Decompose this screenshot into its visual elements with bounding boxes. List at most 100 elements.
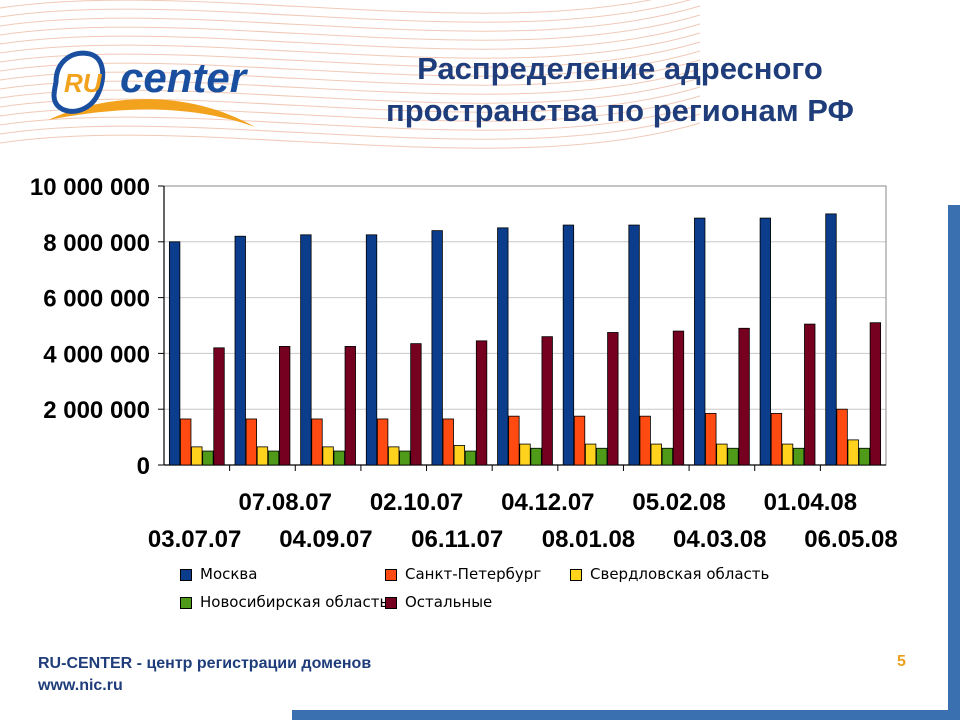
legend-item: Новосибирская область	[180, 593, 388, 611]
bar	[770, 412, 783, 466]
bar	[573, 415, 586, 466]
bar	[322, 446, 334, 466]
bar	[453, 445, 466, 466]
decorative-line	[0, 0, 691, 23]
bar	[639, 415, 651, 466]
bar	[584, 443, 597, 466]
legend-label: Санкт-Петербург	[405, 565, 542, 583]
x-tick-label: 04.03.08	[673, 526, 766, 553]
logo-center-text: center	[120, 54, 249, 101]
legend-item: Санкт-Петербург	[385, 565, 541, 583]
bar	[180, 418, 192, 466]
decorative-line	[0, 5, 701, 32]
decorative-line	[0, 32, 701, 59]
bar	[804, 323, 816, 466]
ru-center-logo: RU center	[48, 50, 255, 127]
bar	[519, 443, 531, 466]
bar	[607, 332, 619, 466]
bar	[825, 213, 837, 466]
bar	[442, 418, 454, 466]
y-tick-label: 4 000 000	[43, 341, 150, 368]
decorative-line	[0, 23, 701, 50]
bar	[596, 447, 608, 466]
bar	[672, 330, 685, 466]
title-line-2: пространства по регионам РФ	[385, 93, 855, 128]
legend-label: Свердловская область	[590, 565, 770, 583]
decorative-line	[0, 113, 701, 140]
bar	[365, 234, 378, 466]
bar	[267, 450, 280, 466]
bar	[376, 418, 389, 466]
bar	[464, 450, 477, 466]
legend-label: Новосибирская область	[200, 593, 389, 611]
y-tick-label: 0	[137, 453, 150, 480]
bar	[508, 415, 520, 466]
bar	[716, 443, 728, 466]
slide-title: Распределение адресного пространства по …	[300, 48, 940, 132]
bar	[213, 347, 225, 466]
logo-ru-text: RU	[64, 68, 103, 98]
bar	[705, 412, 717, 466]
bar	[562, 224, 575, 466]
page-number: 5	[897, 653, 906, 670]
footer: RU-CENTER - центр регистрации доменов ww…	[38, 653, 371, 697]
decorative-line	[0, 0, 653, 14]
bar	[311, 418, 323, 466]
legend-item: Свердловская область	[570, 565, 769, 583]
title-line-1: Распределение адресного	[417, 51, 823, 86]
bar	[279, 346, 291, 466]
legend-item: Остальные	[385, 593, 492, 611]
bar	[475, 340, 488, 466]
footer-company: RU-CENTER - центр регистрации доменов	[38, 655, 372, 672]
chart-panel: 0 2 000 000 4 000 000 6 000 000 8 000 000 10 …	[24, 150, 944, 640]
bar-chart: 0 2 000 000 4 000 000 6 000 000 8 000 000 10 …	[30, 174, 898, 553]
bar	[530, 447, 542, 466]
legend-swatch	[180, 596, 192, 609]
bar	[245, 418, 258, 466]
x-tick-label: 03.07.07	[148, 526, 241, 553]
bar	[202, 450, 214, 466]
bar	[847, 439, 859, 466]
y-tick-label: 6 000 000	[43, 286, 150, 313]
y-tick-label: 8 000 000	[43, 230, 150, 257]
legend-swatch	[385, 596, 397, 609]
x-tick-label: 02.10.07	[370, 489, 463, 516]
bar	[792, 447, 805, 466]
bar	[497, 227, 509, 466]
bar	[333, 450, 345, 466]
y-tick-label: 2 000 000	[43, 397, 150, 424]
frame-border-right	[948, 205, 960, 720]
x-tick-label: 04.12.07	[501, 489, 594, 516]
bar	[256, 446, 269, 466]
decorative-line	[0, 14, 701, 41]
legend-swatch	[570, 568, 582, 581]
bar	[191, 446, 203, 466]
bar	[628, 224, 640, 466]
y-tick-label: 10 000 000	[30, 174, 150, 201]
bar	[168, 241, 181, 466]
decorative-line	[0, 122, 701, 149]
bar	[541, 336, 553, 466]
x-tick-label: 07.08.07	[239, 489, 332, 516]
bar	[858, 447, 870, 466]
x-tick-label: 08.01.08	[542, 526, 635, 553]
decorative-line	[0, 104, 701, 131]
footer-url[interactable]: www.nic.ru	[38, 677, 123, 694]
bar	[727, 447, 739, 466]
frame-border-bottom	[292, 710, 960, 720]
legend-item: Москва	[180, 565, 257, 583]
bar	[759, 217, 771, 466]
bar	[650, 443, 662, 466]
bar	[869, 322, 882, 466]
x-tick-label: 04.09.07	[279, 526, 372, 553]
bar	[661, 447, 674, 466]
legend-swatch	[385, 568, 397, 581]
bar	[344, 346, 356, 466]
bar	[399, 450, 411, 466]
bar	[234, 235, 246, 466]
legend-swatch	[180, 568, 192, 581]
bar	[300, 234, 312, 466]
bar	[738, 327, 750, 466]
x-tick-label: 01.04.08	[764, 489, 857, 516]
legend-label: Остальные	[405, 593, 493, 611]
